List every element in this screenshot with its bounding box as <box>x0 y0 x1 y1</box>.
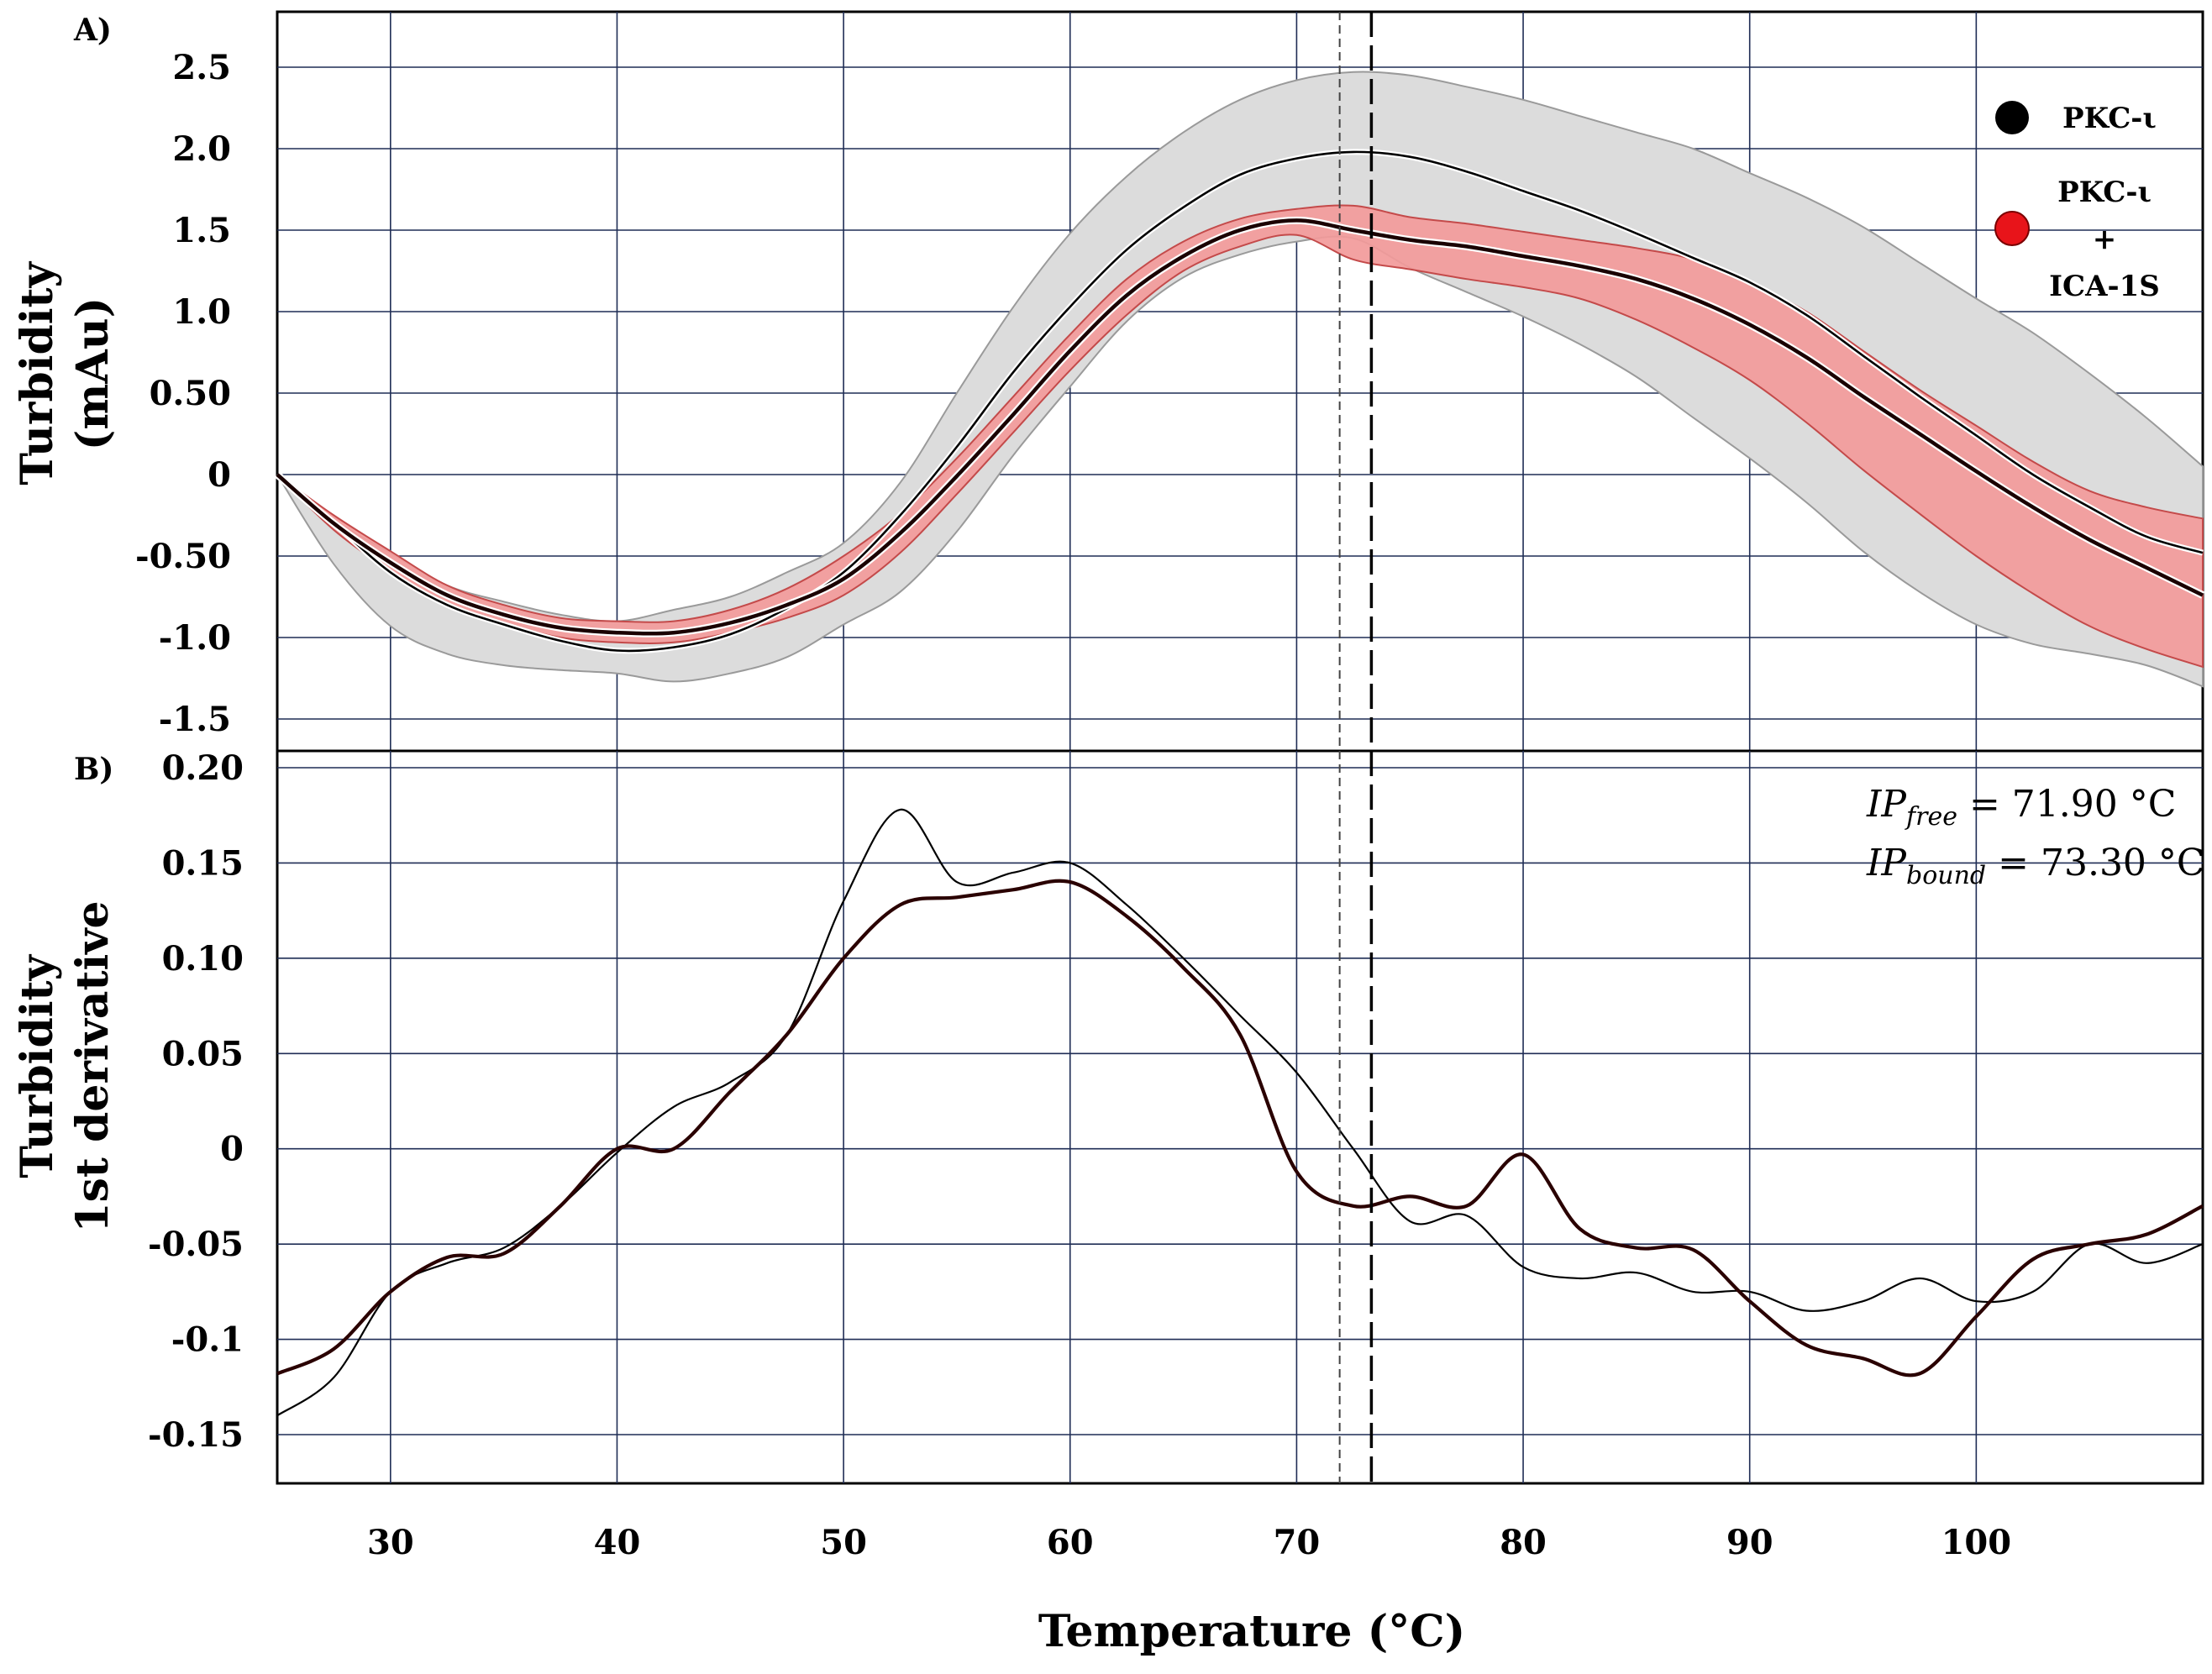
panel-a-y-tick-label: -0.50 <box>135 537 231 576</box>
derivative-pkc-ica-line <box>276 879 2204 1378</box>
legend-label-pkc: PKC-ι <box>2062 102 2157 135</box>
legend-marker-pkc-ica <box>1994 211 2030 246</box>
panel-b-y-tick-label: 0.05 <box>162 1034 244 1073</box>
panel-a-y-tick-label: 0.50 <box>150 374 231 413</box>
panel-a-turbidity: 2.5 2.0 1.5 1.0 0.50 0 -0.50 -1.0 -1.5 A) Turbid… <box>12 10 2204 753</box>
ip-bound-base: IP <box>1866 842 1907 884</box>
panel-a-y-tick-label: 1.0 <box>172 292 231 332</box>
ip-bound-annotation: IPbound = 73.30 °C <box>1866 842 2205 890</box>
ip-free-base: IP <box>1866 783 1907 826</box>
panel-a-y-tick-label: 2.0 <box>172 129 231 169</box>
ip-free-value: = 71.90 °C <box>1957 783 2176 826</box>
x-tick-label: 50 <box>820 1523 867 1562</box>
x-tick-label: 90 <box>1726 1523 1773 1562</box>
panel-a-y-tick-label: 2.5 <box>172 48 231 87</box>
legend-label-pkc-ica-line3: ICA-1S <box>2049 270 2160 303</box>
panel-a-y-tick-labels: 2.5 2.0 1.5 1.0 0.50 0 -0.50 -1.0 -1.5 <box>135 48 231 739</box>
panel-a-y-axis-title-line2: (mAu) <box>67 297 118 450</box>
x-axis-tick-labels: 30 40 50 60 70 80 90 100 <box>367 1523 2011 1562</box>
panel-b-y-tick-label: -0.15 <box>148 1415 244 1455</box>
panel-b-derivative: 0.20 0.15 0.10 0.05 0 -0.05 -0.1 -0.15 B) Turbi… <box>12 748 2205 1485</box>
x-tick-label: 70 <box>1274 1523 1321 1562</box>
panel-a-y-tick-label: -1.0 <box>159 618 231 658</box>
panel-b-plot-frame <box>276 749 2204 1485</box>
ip-bound-subscript: bound <box>1906 861 1986 890</box>
x-tick-label: 30 <box>367 1523 414 1562</box>
panel-b-y-axis-title-line1: Turbidity <box>12 953 63 1178</box>
panel-a-series-lines <box>275 149 2204 654</box>
panel-b-y-tick-label: 0 <box>220 1130 244 1169</box>
ip-bound-value: = 73.30 °C <box>1986 842 2204 884</box>
inflection-point-lines <box>1338 12 1374 1483</box>
band-pkc <box>276 71 2204 688</box>
panel-a-y-axis-title-line1: Turbidity <box>12 260 63 485</box>
panel-a-y-tick-label: 1.5 <box>172 211 231 250</box>
inflection-point-annotations: IPfree = 71.90 °C IPbound = 73.30 °C <box>1866 783 2205 890</box>
series-pkc-ica-line <box>276 218 2204 636</box>
ip-free-annotation: IPfree = 71.90 °C <box>1866 783 2176 832</box>
legend-label-pkc-ica-line2: + <box>2093 223 2117 256</box>
legend-marker-pkc <box>1995 101 2029 134</box>
panel-b-y-tick-label: 0.20 <box>162 748 244 788</box>
ip-free-subscript: free <box>1905 802 1957 832</box>
panel-b-series-lines <box>276 808 2204 1417</box>
series-pkc-line <box>276 150 2204 653</box>
panel-b-y-tick-label: 0.15 <box>162 843 244 883</box>
panel-b-y-axis-title-line2: 1st derivative <box>67 900 118 1232</box>
x-tick-label: 40 <box>594 1523 641 1562</box>
x-tick-label: 100 <box>1941 1523 2012 1562</box>
panel-b-y-tick-label: -0.05 <box>148 1225 244 1264</box>
panel-b-y-tick-label: -0.1 <box>171 1320 244 1360</box>
panel-b-gridlines <box>277 751 2203 1483</box>
panel-a-legend: PKC-ι PKC-ι + ICA-1S <box>1994 101 2160 303</box>
panel-b-y-tick-label: 0.10 <box>162 939 244 979</box>
panel-a-y-tick-label: -1.5 <box>159 700 231 739</box>
x-tick-label: 80 <box>1500 1523 1547 1562</box>
x-tick-label: 60 <box>1047 1523 1094 1562</box>
derivative-pkc-line <box>276 808 2204 1417</box>
panel-b-y-tick-labels: 0.20 0.15 0.10 0.05 0 -0.05 -0.1 -0.15 <box>148 748 244 1455</box>
legend-label-pkc-ica-line1: PKC-ι <box>2057 176 2152 209</box>
x-axis-title: Temperature (°C) <box>1038 1606 1465 1657</box>
panel-a-label: A) <box>73 13 112 48</box>
panel-a-y-tick-label: 0 <box>208 455 231 495</box>
panel-b-label: B) <box>74 752 113 787</box>
